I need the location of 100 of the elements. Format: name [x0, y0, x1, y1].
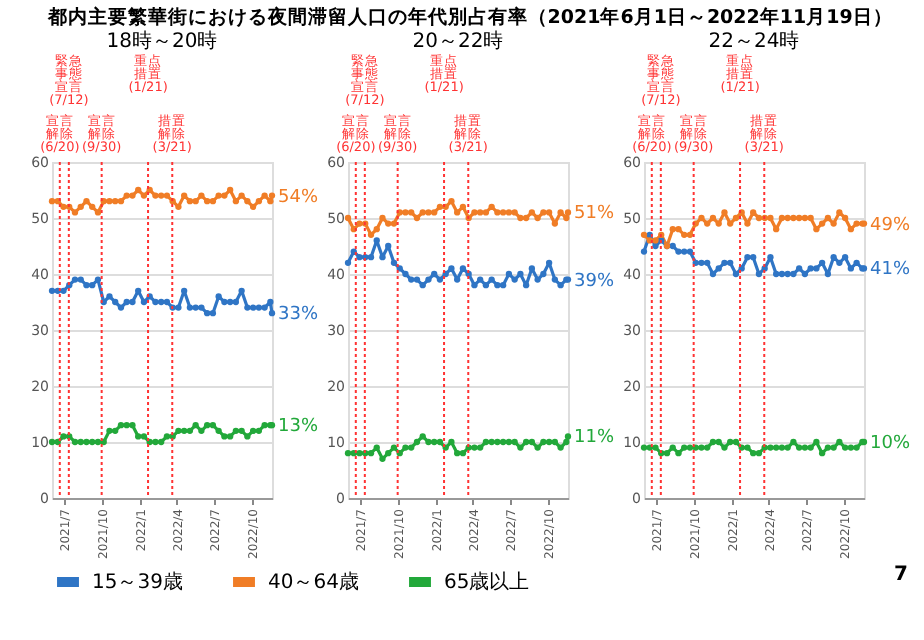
- point: [732, 214, 740, 222]
- point: [471, 209, 478, 216]
- point: [755, 270, 763, 278]
- point: [373, 226, 380, 233]
- point: [681, 231, 688, 238]
- point: [158, 438, 165, 446]
- point: [186, 198, 194, 205]
- point: [129, 192, 136, 199]
- point: [640, 248, 648, 255]
- point: [158, 298, 165, 306]
- point: [77, 438, 84, 446]
- point: [89, 203, 96, 210]
- point: [249, 304, 257, 311]
- point: [238, 427, 245, 434]
- point: [528, 209, 536, 216]
- point: [203, 310, 211, 317]
- point: [255, 427, 263, 434]
- point: [505, 209, 513, 216]
- point: [836, 438, 843, 446]
- point: [454, 450, 461, 457]
- point: [528, 438, 536, 446]
- point: [117, 198, 125, 205]
- point: [790, 270, 797, 278]
- point: [226, 433, 234, 440]
- point: [744, 444, 751, 451]
- point: [163, 192, 171, 199]
- point: [140, 433, 148, 440]
- point: [540, 270, 547, 278]
- point: [727, 259, 734, 266]
- point: [244, 433, 251, 440]
- point: [413, 276, 421, 283]
- point: [390, 444, 398, 451]
- point: [551, 220, 559, 227]
- point: [89, 438, 96, 446]
- point: [379, 455, 386, 462]
- point: [750, 450, 757, 457]
- point: [232, 427, 240, 434]
- point: [732, 438, 740, 446]
- point: [784, 270, 791, 278]
- point: [830, 444, 837, 451]
- point: [830, 254, 837, 261]
- point: [350, 248, 357, 255]
- point: [94, 276, 102, 283]
- point: [94, 438, 102, 446]
- point: [505, 438, 513, 446]
- point: [94, 209, 102, 216]
- point: [163, 298, 171, 306]
- point: [675, 450, 682, 457]
- point: [505, 270, 513, 278]
- point: [824, 214, 832, 222]
- point: [847, 265, 855, 272]
- point: [209, 198, 217, 205]
- point: [192, 198, 199, 205]
- point: [367, 450, 375, 457]
- point: [112, 198, 119, 205]
- point: [773, 270, 780, 278]
- point: [807, 444, 814, 451]
- point: [112, 427, 119, 434]
- point: [557, 282, 564, 289]
- point: [106, 427, 113, 434]
- text: 7: [894, 564, 909, 586]
- point: [652, 444, 659, 451]
- data-label: 49%: [870, 215, 911, 236]
- point: [853, 220, 860, 227]
- point: [551, 276, 559, 283]
- point: [528, 265, 536, 272]
- point: [813, 265, 820, 272]
- point: [425, 276, 432, 283]
- point: [244, 304, 251, 311]
- point: [517, 214, 524, 222]
- point: [459, 265, 467, 272]
- point: [818, 220, 826, 227]
- point: [163, 433, 171, 440]
- point: [709, 438, 717, 446]
- point: [436, 203, 444, 210]
- point: [344, 214, 352, 222]
- point: [54, 198, 61, 205]
- point: [557, 444, 564, 451]
- point: [152, 192, 159, 199]
- point: [356, 220, 363, 227]
- point: [459, 203, 467, 210]
- point: [818, 450, 826, 457]
- point: [853, 444, 860, 451]
- point: [534, 444, 541, 451]
- point: [112, 298, 119, 306]
- point: [226, 298, 234, 306]
- point: [807, 214, 814, 222]
- point: [818, 259, 826, 266]
- point: [175, 427, 182, 434]
- point: [379, 254, 386, 261]
- point: [767, 254, 774, 261]
- point: [367, 254, 375, 261]
- point: [198, 304, 205, 311]
- point: [563, 438, 570, 446]
- point: [402, 444, 409, 451]
- point: [60, 433, 67, 440]
- point: [477, 444, 484, 451]
- point: [801, 444, 809, 451]
- point: [356, 254, 363, 261]
- point: [773, 444, 780, 451]
